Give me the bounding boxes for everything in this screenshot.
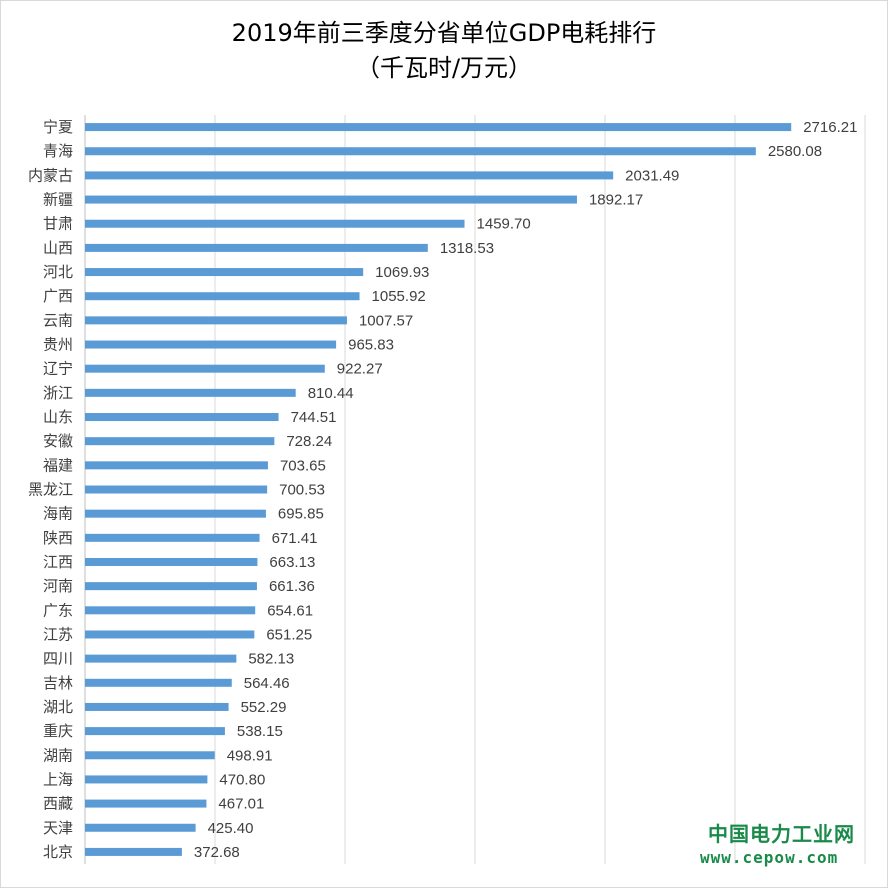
bar [85, 678, 232, 687]
data-label: 498.91 [227, 747, 273, 764]
data-label: 661.36 [269, 578, 315, 595]
bar [85, 195, 577, 204]
data-label: 922.27 [337, 361, 383, 378]
bar [85, 147, 756, 156]
category-label: 四川 [43, 650, 73, 668]
bar [85, 799, 207, 808]
data-label: 564.46 [244, 675, 290, 692]
category-label: 贵州 [43, 336, 73, 354]
data-label: 703.65 [280, 457, 326, 474]
bar [85, 509, 266, 518]
bar [85, 316, 347, 325]
data-label: 744.51 [291, 409, 337, 426]
category-label: 陕西 [43, 529, 73, 547]
category-label: 广东 [43, 601, 73, 619]
bar [85, 533, 260, 542]
category-label: 内蒙古 [28, 166, 73, 184]
data-label: 1007.57 [359, 312, 413, 329]
data-label: 2031.49 [625, 167, 679, 184]
data-label: 1069.93 [375, 264, 429, 281]
category-label: 重庆 [43, 722, 73, 740]
category-label: 江西 [43, 553, 73, 571]
data-label: 2716.21 [803, 119, 857, 136]
bar [85, 171, 614, 180]
bar [85, 823, 196, 832]
category-label: 安徽 [43, 432, 73, 450]
category-label: 山西 [43, 239, 73, 257]
category-label: 黑龙江 [28, 481, 73, 499]
bar [85, 847, 182, 856]
bar [85, 630, 255, 639]
category-label: 山东 [43, 408, 73, 426]
bar [85, 388, 296, 397]
bar [85, 727, 225, 736]
data-label: 695.85 [278, 506, 324, 523]
bar [85, 340, 337, 349]
bar [85, 485, 268, 494]
data-label: 663.13 [269, 554, 315, 571]
bar [85, 775, 208, 784]
watermark-name: 中国电力工业网 [708, 822, 855, 846]
category-label: 吉林 [43, 674, 73, 692]
data-label: 1318.53 [440, 240, 494, 257]
bar [85, 243, 428, 252]
data-label: 552.29 [241, 699, 287, 716]
data-label: 2580.08 [768, 143, 822, 160]
bar [85, 582, 257, 591]
category-label: 辽宁 [43, 360, 73, 378]
category-label: 河北 [43, 263, 73, 281]
bar [85, 751, 215, 760]
bar [85, 654, 237, 663]
data-label: 425.40 [208, 820, 254, 837]
data-label: 372.68 [194, 844, 240, 861]
bar [85, 413, 279, 422]
data-label: 728.24 [286, 433, 332, 450]
data-label: 470.80 [219, 771, 265, 788]
category-label: 甘肃 [43, 215, 73, 233]
data-label: 1055.92 [372, 288, 426, 305]
bar [85, 364, 325, 373]
data-label: 1892.17 [589, 192, 643, 209]
category-label: 天津 [43, 819, 73, 837]
category-label: 河南 [43, 577, 73, 595]
bar [85, 461, 268, 470]
category-label: 湖北 [43, 698, 73, 716]
bar [85, 219, 465, 228]
watermark-url: www.cepow.com [700, 848, 839, 867]
category-label: 湖南 [43, 746, 73, 764]
data-label: 582.13 [248, 651, 294, 668]
bar [85, 437, 275, 446]
category-label: 上海 [43, 770, 73, 788]
bar [85, 123, 792, 132]
data-label: 538.15 [237, 723, 283, 740]
bar [85, 702, 229, 711]
data-label: 1459.70 [477, 216, 531, 233]
category-label: 云南 [43, 311, 73, 329]
bar [85, 606, 256, 615]
bar [85, 268, 364, 277]
category-label: 江苏 [43, 625, 73, 643]
data-label: 654.61 [267, 602, 313, 619]
data-label: 467.01 [218, 796, 264, 813]
category-label: 北京 [43, 843, 73, 861]
data-label: 651.25 [266, 626, 312, 643]
data-label: 700.53 [279, 482, 325, 499]
category-label: 福建 [43, 456, 73, 474]
bar [85, 292, 360, 301]
category-label: 西藏 [43, 795, 73, 813]
data-label: 965.83 [348, 337, 394, 354]
category-label: 宁夏 [43, 118, 73, 136]
category-label: 广西 [43, 287, 73, 305]
category-label: 浙江 [43, 384, 73, 402]
category-label: 青海 [43, 142, 73, 160]
chart-subtitle: （千瓦时/万元） [355, 54, 533, 82]
data-label: 671.41 [272, 530, 318, 547]
category-label: 海南 [43, 505, 73, 523]
category-label: 新疆 [43, 191, 73, 209]
data-label: 810.44 [308, 385, 354, 402]
chart-title: 2019年前三季度分省单位GDP电耗排行 [231, 19, 657, 47]
bar [85, 557, 258, 566]
